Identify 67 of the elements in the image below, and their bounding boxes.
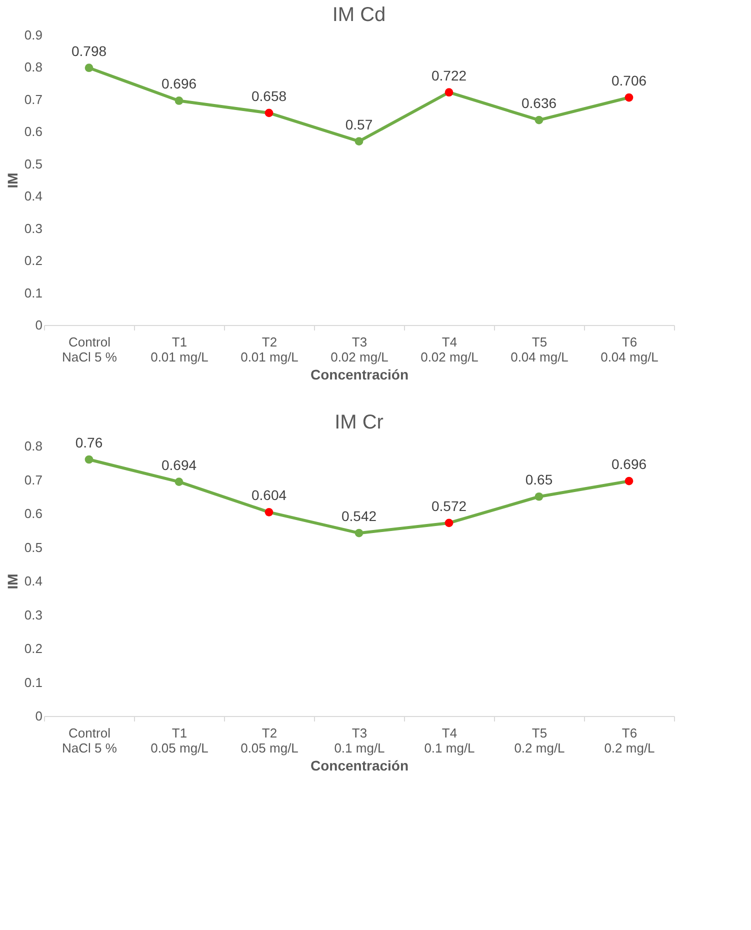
point [84, 64, 94, 72]
x-tick-label: T2 0.01 mg/L [240, 334, 298, 364]
y-tick-label: 0.3 [24, 220, 42, 236]
x-tick-label: T4 0.02 mg/L [420, 334, 478, 364]
y-tick-label: 0.6 [24, 124, 42, 140]
point [354, 137, 364, 146]
y-tick-label: 0.2 [24, 641, 42, 656]
y-tick-label: 0.7 [24, 472, 42, 488]
data-label: 0.572 [431, 498, 467, 514]
x-tick-label: T3 0.02 mg/L [330, 334, 388, 364]
data-label: 0.76 [75, 434, 103, 450]
data-label: 0.57 [345, 116, 373, 132]
point [174, 478, 184, 486]
y-tick-label: 0.4 [24, 574, 42, 588]
y-tick-label: 0.5 [24, 156, 42, 172]
point [174, 96, 184, 105]
point [624, 93, 634, 102]
point [444, 88, 454, 97]
point [354, 528, 364, 538]
point [264, 108, 274, 118]
data-label: 0.694 [161, 456, 197, 473]
y-tick-label: 0.9 [24, 28, 42, 42]
y-tick-label: 0.4 [24, 188, 42, 204]
y-tick-label: 0.2 [24, 253, 42, 268]
data-label: 0.604 [251, 487, 287, 504]
y-tick-label: 0.1 [24, 674, 42, 690]
y-axis-title: IM [4, 172, 20, 188]
data-label: 0.722 [431, 67, 467, 84]
data-label: 0.658 [251, 88, 287, 104]
y-tick-label: 0 [35, 708, 42, 724]
y-tick-label: 0.3 [24, 607, 42, 622]
data-label: 0.542 [341, 508, 377, 524]
x-axis-title: Concentración [310, 366, 409, 382]
x-tick-label: T3 0.1 mg/L [334, 726, 385, 756]
x-axis-title: Concentración [310, 758, 409, 774]
data-label: 0.706 [611, 72, 647, 89]
y-axis-title: IM [4, 574, 20, 590]
x-tick-label: T6 0.04 mg/L [600, 334, 658, 364]
point [264, 508, 274, 516]
y-tick-label: 0 [35, 318, 42, 332]
y-tick-label: 0.8 [24, 438, 42, 454]
y-tick-label: 0.5 [24, 540, 42, 555]
x-tick-label: T5 0.2 mg/L [514, 726, 565, 756]
x-tick-label: Control NaCl 5 % [62, 726, 118, 756]
y-tick-label: 0.6 [24, 506, 42, 521]
x-tick-label: T2 0.05 mg/L [240, 726, 298, 756]
x-tick-label: T5 0.04 mg/L [510, 334, 568, 364]
point [624, 476, 634, 486]
data-label: 0.696 [161, 76, 197, 92]
x-tick-label: T1 0.05 mg/L [150, 726, 208, 756]
point [534, 492, 544, 501]
x-tick-label: T4 0.1 mg/L [424, 726, 475, 756]
point [534, 116, 544, 124]
x-tick-label: Control NaCl 5 % [62, 334, 118, 364]
chart-title: IM Cd [332, 4, 386, 26]
data-label: 0.696 [611, 456, 647, 472]
y-tick-label: 0.8 [24, 60, 42, 75]
point [84, 455, 94, 464]
y-tick-label: 0.7 [24, 92, 42, 107]
data-label: 0.65 [525, 472, 553, 488]
data-label: 0.798 [71, 42, 107, 59]
y-tick-label: 0.1 [24, 285, 42, 300]
chart-title: IM Cr [334, 412, 384, 434]
x-tick-label: T1 0.01 mg/L [150, 334, 208, 364]
point [444, 518, 454, 528]
data-label: 0.636 [521, 95, 557, 112]
x-tick-label: T6 0.2 mg/L [604, 726, 655, 756]
